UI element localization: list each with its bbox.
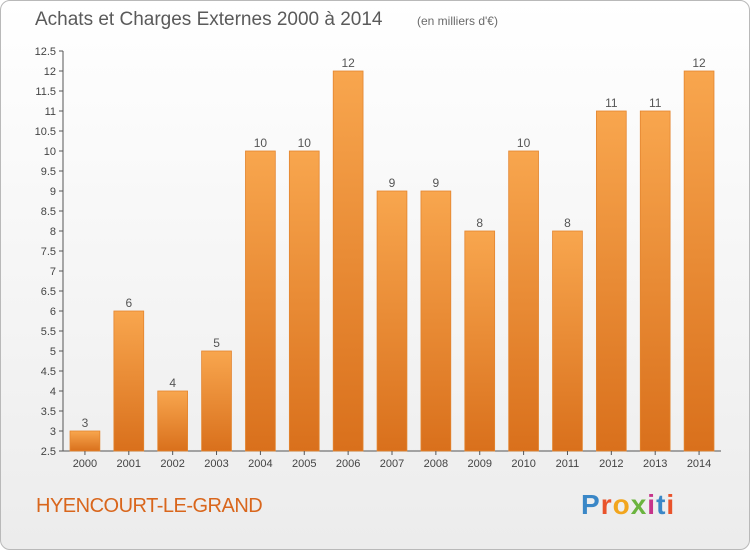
y-tick-label: 9 bbox=[50, 186, 56, 198]
logo-letter: o bbox=[612, 489, 631, 520]
y-tick-label: 12 bbox=[44, 66, 56, 78]
chart-title: Achats et Charges Externes 2000 à 2014 bbox=[35, 9, 383, 30]
bar bbox=[157, 390, 188, 452]
x-tick-label: 2005 bbox=[292, 458, 316, 470]
x-tick-label: 2013 bbox=[643, 458, 667, 470]
logo-letter: i bbox=[666, 489, 676, 520]
commune-name: HYENCOURT-LE-GRAND bbox=[36, 495, 263, 517]
y-tick-label: 5.5 bbox=[41, 326, 56, 338]
proxiti-logo: Proxiti bbox=[581, 489, 675, 521]
bar-value-label: 10 bbox=[517, 136, 531, 150]
y-tick-label: 4 bbox=[50, 386, 56, 398]
bar bbox=[552, 230, 583, 452]
bar bbox=[69, 430, 101, 452]
bar-value-label: 10 bbox=[298, 136, 312, 150]
y-tick-label: 8.5 bbox=[41, 206, 56, 218]
bar bbox=[376, 190, 408, 452]
y-tick-label: 11.5 bbox=[35, 86, 56, 98]
bar-value-label: 12 bbox=[341, 56, 355, 70]
y-tick-label: 2.5 bbox=[41, 446, 56, 458]
bar-value-label: 6 bbox=[125, 296, 132, 310]
y-tick-label: 12.5 bbox=[35, 46, 56, 58]
x-tick-label: 2009 bbox=[467, 458, 491, 470]
y-tick-label: 11 bbox=[45, 106, 56, 118]
x-tick-label: 2012 bbox=[599, 458, 623, 470]
y-tick-label: 3 bbox=[50, 426, 56, 438]
bar bbox=[596, 110, 627, 452]
x-tick-label: 2008 bbox=[424, 458, 448, 470]
x-tick-label: 2006 bbox=[336, 458, 360, 470]
x-tick-label: 2011 bbox=[556, 458, 580, 470]
y-tick-label: 5 bbox=[50, 346, 56, 358]
logo-letter: t bbox=[656, 489, 667, 520]
bar-value-label: 10 bbox=[254, 136, 268, 150]
bar bbox=[113, 310, 145, 452]
x-tick-label: 2001 bbox=[117, 458, 141, 470]
bar bbox=[201, 350, 232, 452]
bar bbox=[245, 150, 276, 452]
bar-value-label: 5 bbox=[213, 336, 220, 350]
y-tick-label: 3.5 bbox=[41, 406, 56, 418]
bar-value-label: 4 bbox=[169, 376, 176, 390]
y-tick-label: 7 bbox=[50, 266, 56, 278]
y-tick-label: 8 bbox=[50, 226, 56, 238]
x-tick-label: 2004 bbox=[248, 458, 272, 470]
bar bbox=[639, 110, 671, 452]
bar bbox=[464, 230, 496, 452]
logo-letter: i bbox=[647, 489, 657, 520]
bar bbox=[683, 70, 715, 452]
bar-value-label: 3 bbox=[82, 416, 89, 430]
bar bbox=[332, 70, 364, 452]
x-tick-label: 2010 bbox=[511, 458, 535, 470]
unit-note: (en milliers d'€) bbox=[417, 14, 498, 28]
bar-value-label: 8 bbox=[564, 216, 571, 230]
x-tick-label: 2002 bbox=[160, 458, 184, 470]
logo-letter: P bbox=[581, 489, 601, 520]
bar bbox=[508, 150, 539, 452]
bar-value-label: 11 bbox=[605, 96, 618, 110]
bar bbox=[288, 150, 320, 452]
y-tick-label: 10 bbox=[44, 146, 56, 158]
bar-value-label: 12 bbox=[692, 56, 706, 70]
y-tick-label: 6 bbox=[50, 306, 56, 318]
bar-value-label: 9 bbox=[433, 176, 440, 190]
x-tick-label: 2003 bbox=[204, 458, 228, 470]
bar bbox=[420, 190, 452, 452]
bar-value-label: 8 bbox=[476, 216, 483, 230]
y-tick-label: 4.5 bbox=[41, 366, 56, 378]
logo-letter: r bbox=[600, 489, 613, 520]
x-tick-label: 2014 bbox=[687, 458, 711, 470]
bar-value-label: 9 bbox=[389, 176, 396, 190]
x-tick-label: 2000 bbox=[73, 458, 97, 470]
y-tick-label: 7.5 bbox=[41, 246, 56, 258]
y-tick-label: 6.5 bbox=[41, 286, 56, 298]
logo-letter: x bbox=[630, 489, 648, 520]
y-tick-label: 9.5 bbox=[41, 166, 56, 178]
y-tick-label: 10.5 bbox=[35, 126, 56, 138]
bar-value-label: 11 bbox=[649, 96, 662, 110]
x-tick-label: 2007 bbox=[380, 458, 404, 470]
